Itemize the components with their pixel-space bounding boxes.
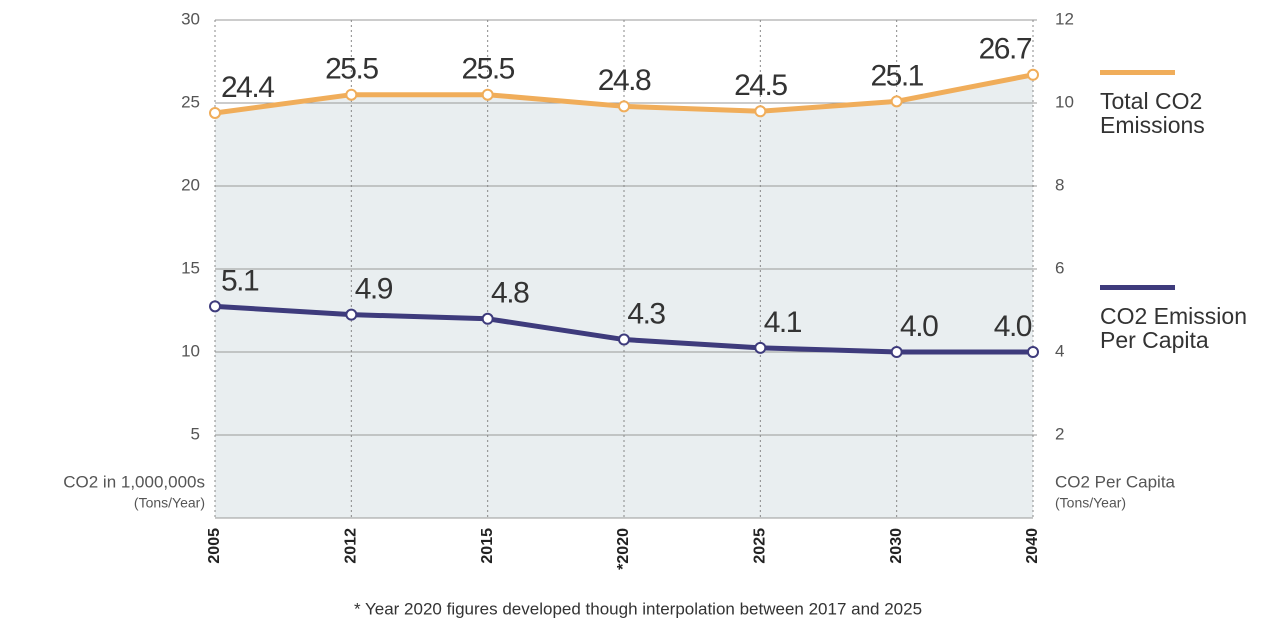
y-tick-label: 30 xyxy=(181,9,200,28)
point xyxy=(481,88,494,101)
data-label: 24.5 xyxy=(734,69,787,102)
legend-label: Total CO2 Emissions xyxy=(1100,88,1205,138)
y2-tick-label: 8 xyxy=(1055,175,1064,194)
data-label: 25.5 xyxy=(325,53,378,86)
data-label: 4.1 xyxy=(764,306,802,339)
point xyxy=(754,105,767,118)
x-tick-label: 2012 xyxy=(343,528,360,564)
data-label: 4.9 xyxy=(355,273,393,306)
point xyxy=(345,88,358,101)
x-tick-label: *2020 xyxy=(615,528,632,570)
y2-tick-label: 6 xyxy=(1055,258,1064,277)
legend-label: CO2 Emission Per Capita xyxy=(1100,303,1247,353)
data-label: 26.7 xyxy=(979,33,1032,66)
legend-swatch xyxy=(1100,70,1175,75)
point xyxy=(209,106,221,119)
data-label: 4.3 xyxy=(627,297,665,330)
y-axis-unit: (Tons/Year) xyxy=(134,495,205,511)
point xyxy=(1027,68,1039,81)
data-label: 4.8 xyxy=(491,277,529,310)
y-tick-label: 5 xyxy=(191,424,200,443)
point xyxy=(618,333,630,346)
data-label: 25.5 xyxy=(461,53,514,86)
y-axis-label: CO2 in 1,000,000s xyxy=(63,472,205,491)
point xyxy=(754,341,767,354)
x-tick-label: 2005 xyxy=(206,528,223,564)
y2-axis-label: CO2 Per Capita xyxy=(1055,472,1176,491)
y2-tick-label: 12 xyxy=(1055,9,1074,28)
point xyxy=(345,308,358,321)
y-tick-label: 10 xyxy=(181,341,200,360)
y2-tick-label: 2 xyxy=(1055,424,1064,443)
point xyxy=(1027,346,1039,358)
y2-tick-label: 4 xyxy=(1055,341,1064,360)
data-label: 4.0 xyxy=(900,310,938,343)
y-tick-label: 15 xyxy=(181,258,200,277)
y2-axis-unit: (Tons/Year) xyxy=(1055,495,1126,511)
point xyxy=(890,95,903,108)
data-label: 24.8 xyxy=(598,64,651,97)
legend-item: Total CO2 Emissions xyxy=(1100,70,1270,137)
x-tick-label: 2030 xyxy=(888,528,905,564)
y-tick-label: 25 xyxy=(181,92,200,111)
point xyxy=(890,346,903,358)
y-tick-label: 20 xyxy=(181,175,200,194)
legend-swatch xyxy=(1100,285,1175,290)
point xyxy=(209,300,221,313)
data-label: 4.0 xyxy=(994,310,1032,343)
point xyxy=(618,100,630,113)
data-label: 25.1 xyxy=(870,59,923,92)
x-tick-label: 2025 xyxy=(752,528,769,564)
footnote: * Year 2020 figures developed though int… xyxy=(354,599,922,618)
x-tick-label: 2015 xyxy=(479,528,496,564)
y2-tick-label: 10 xyxy=(1055,92,1074,111)
data-label: 5.1 xyxy=(221,264,259,297)
data-label: 24.4 xyxy=(221,71,274,104)
point xyxy=(481,312,494,325)
legend-item: CO2 Emission Per Capita xyxy=(1100,285,1270,352)
x-tick-label: 2040 xyxy=(1024,528,1041,564)
